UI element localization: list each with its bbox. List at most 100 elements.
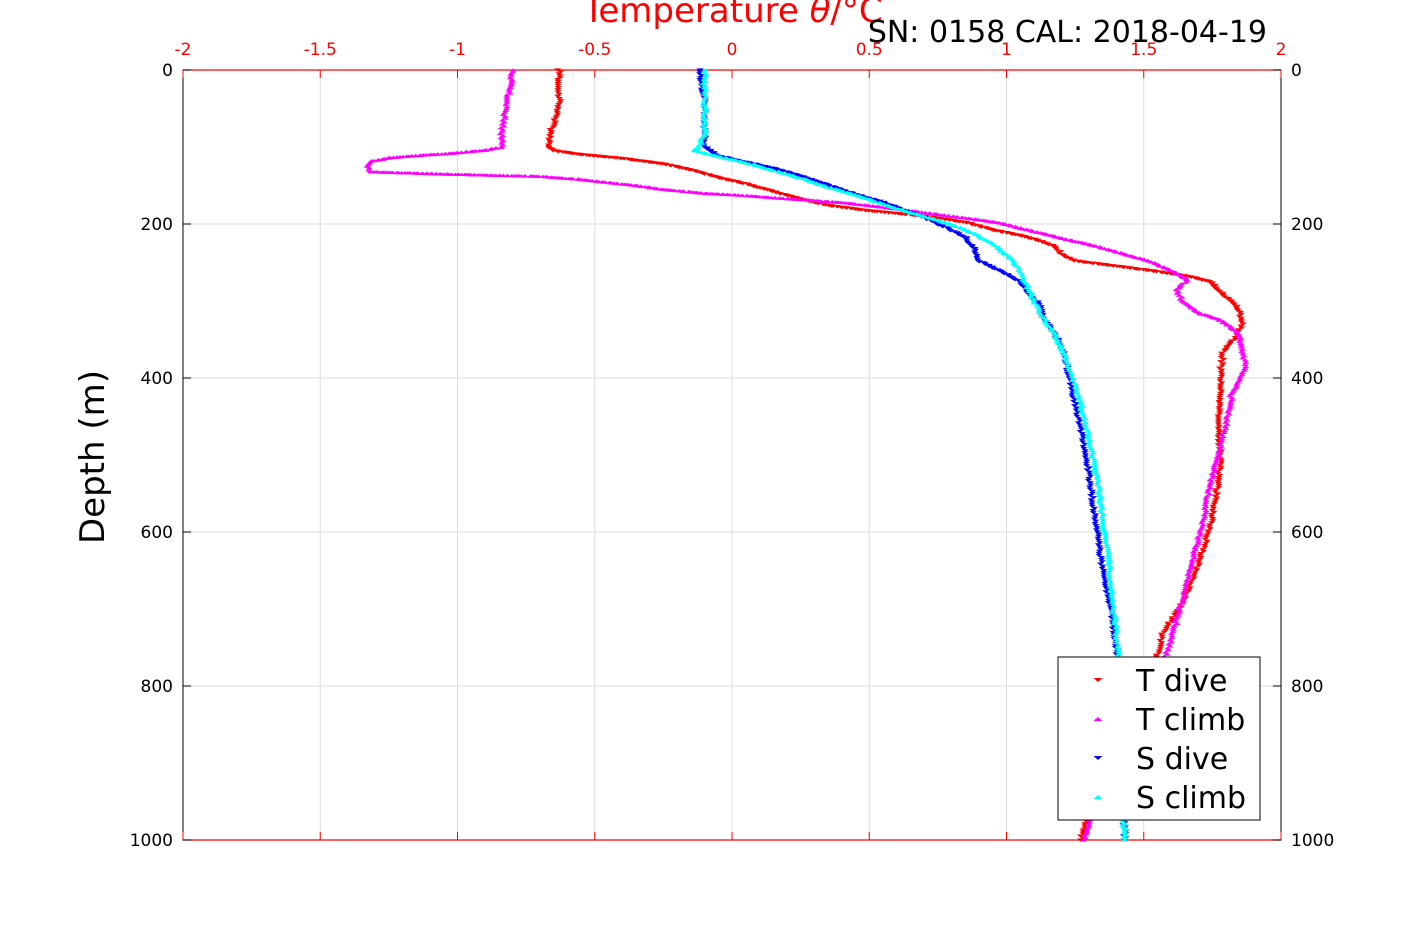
data-point <box>1155 651 1163 655</box>
data-point <box>546 141 554 145</box>
data-point <box>1210 502 1218 506</box>
data-point <box>1168 616 1176 620</box>
data-point <box>1053 248 1061 252</box>
data-point <box>1223 418 1231 422</box>
data-point <box>1202 496 1210 500</box>
data-point <box>1090 517 1098 521</box>
data-point <box>1107 587 1115 591</box>
data-point <box>1106 579 1114 583</box>
data-point <box>1072 408 1080 412</box>
data-point <box>1105 570 1113 574</box>
data-point <box>697 139 705 143</box>
data-point <box>1196 558 1204 562</box>
data-point <box>1099 512 1107 517</box>
data-point <box>1086 437 1094 442</box>
data-point <box>1077 408 1085 412</box>
data-point <box>1211 490 1219 494</box>
data-point <box>1226 406 1234 410</box>
data-point <box>717 155 726 159</box>
data-point <box>1187 306 1195 310</box>
y-tick-label-right: 400 <box>1291 369 1323 389</box>
data-point <box>1233 382 1241 386</box>
data-point <box>823 185 831 189</box>
data-point <box>1204 529 1212 533</box>
data-point <box>1215 399 1223 404</box>
data-point <box>1204 531 1212 535</box>
data-point <box>1217 441 1225 445</box>
data-point <box>1202 504 1210 508</box>
data-point <box>1083 828 1091 832</box>
data-point <box>971 248 980 253</box>
data-point <box>1162 626 1171 631</box>
data-point <box>1242 360 1250 364</box>
data-point <box>505 89 513 93</box>
x-tick-label: -2 <box>175 40 192 60</box>
data-point <box>701 116 709 120</box>
data-point <box>1103 542 1111 547</box>
data-point <box>1064 362 1073 367</box>
data-point <box>1104 572 1113 576</box>
legend-box <box>1057 656 1261 821</box>
data-point <box>1188 560 1196 564</box>
data-point <box>1219 320 1227 325</box>
data-point <box>554 112 562 116</box>
data-point <box>959 235 967 239</box>
data-point <box>1169 629 1177 634</box>
data-point <box>1088 491 1096 496</box>
data-point <box>1027 293 1035 297</box>
data-point <box>1088 504 1096 508</box>
data-point <box>1112 634 1120 638</box>
data-point <box>999 251 1008 256</box>
data-point <box>1020 280 1028 284</box>
data-point <box>1158 634 1166 638</box>
data-point <box>1078 431 1087 436</box>
data-point <box>1099 525 1107 529</box>
data-point <box>1241 362 1249 366</box>
data-point <box>1085 466 1094 470</box>
data-point <box>547 135 555 139</box>
data-point <box>1088 502 1096 506</box>
y-tick-label-left: 200 <box>141 215 173 235</box>
data-point <box>1203 539 1211 543</box>
data-point <box>1218 432 1226 437</box>
data-point <box>1105 557 1113 561</box>
data-point <box>1206 492 1214 496</box>
data-point <box>1100 571 1108 575</box>
data-point <box>1073 414 1081 419</box>
data-point <box>1216 387 1224 391</box>
data-point <box>1221 295 1229 299</box>
data-point <box>1215 432 1223 437</box>
data-point <box>1206 478 1214 482</box>
data-point <box>1191 556 1199 560</box>
data-point <box>1090 461 1099 465</box>
data-point <box>1090 457 1098 461</box>
data-point <box>507 83 515 88</box>
data-point <box>1185 574 1193 578</box>
legend-marker <box>1093 677 1103 683</box>
data-point <box>1113 654 1122 658</box>
data-point <box>1168 634 1176 638</box>
data-point <box>555 72 563 76</box>
data-point <box>701 68 709 72</box>
data-point <box>1168 618 1176 622</box>
data-point <box>547 129 555 134</box>
data-point <box>1086 472 1094 476</box>
data-point <box>554 78 562 82</box>
data-point <box>1238 370 1246 374</box>
data-point <box>1222 420 1230 424</box>
data-point <box>1100 568 1108 573</box>
data-point <box>1102 534 1110 538</box>
data-point <box>1219 362 1227 366</box>
chart-title: SN: 0158 CAL: 2018-04-19 <box>868 15 1267 50</box>
data-point <box>1215 430 1223 435</box>
data-point <box>1211 494 1219 498</box>
y-tick-label-right: 0 <box>1291 61 1302 81</box>
x-tick-label: -1.5 <box>304 40 337 60</box>
data-point <box>1030 299 1038 303</box>
data-point <box>1213 455 1221 459</box>
data-point <box>1037 314 1045 319</box>
data-point <box>1201 543 1209 547</box>
data-point <box>1219 434 1227 439</box>
data-point <box>952 224 960 229</box>
data-point <box>700 103 708 107</box>
